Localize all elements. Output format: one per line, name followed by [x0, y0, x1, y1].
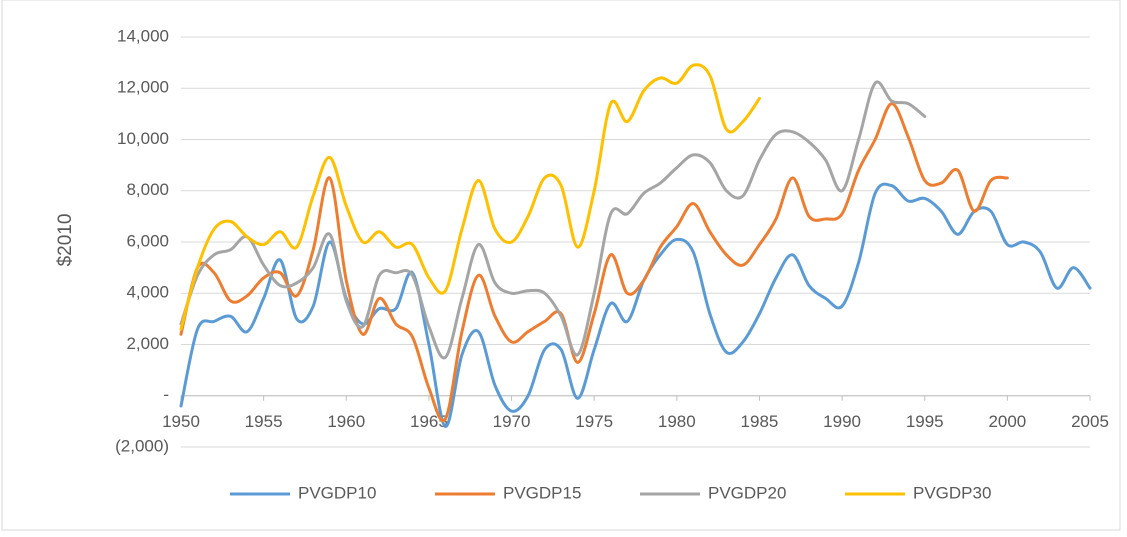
y-tick-label: 6,000 — [126, 231, 169, 250]
y-tick-label: (2,000) — [115, 436, 169, 455]
x-tick-label: 2005 — [1071, 412, 1109, 431]
series-line — [179, 102, 1009, 423]
x-tick-label: 1975 — [575, 412, 613, 431]
legend-label: PVGDP20 — [708, 483, 786, 502]
y-tick-label: 10,000 — [117, 129, 169, 148]
legend-label: PVGDP30 — [913, 483, 991, 502]
y-tick-label: 4,000 — [126, 283, 169, 302]
x-tick-label: 1990 — [823, 412, 861, 431]
y-tick-label: 12,000 — [117, 78, 169, 97]
legend-label: PVGDP10 — [298, 483, 376, 502]
x-tick-label: 1995 — [906, 412, 944, 431]
series-line — [179, 182, 1092, 429]
x-tick-label: 1960 — [327, 412, 365, 431]
x-tick-label: 1970 — [493, 412, 531, 431]
y-tick-label: - — [163, 385, 169, 404]
y-tick-label: 2,000 — [126, 334, 169, 353]
x-tick-label: 2000 — [988, 412, 1026, 431]
x-tick-label: 1950 — [162, 412, 200, 431]
series-line — [179, 63, 761, 331]
x-tick-label: 1955 — [245, 412, 283, 431]
y-axis-label: $2010 — [55, 214, 76, 267]
legend-label: PVGDP15 — [503, 483, 581, 502]
y-tick-label: 14,000 — [117, 26, 169, 45]
y-tick-label: 8,000 — [126, 180, 169, 199]
x-tick-label: 1985 — [741, 412, 779, 431]
series-line — [179, 80, 927, 360]
x-tick-label: 1980 — [658, 412, 696, 431]
